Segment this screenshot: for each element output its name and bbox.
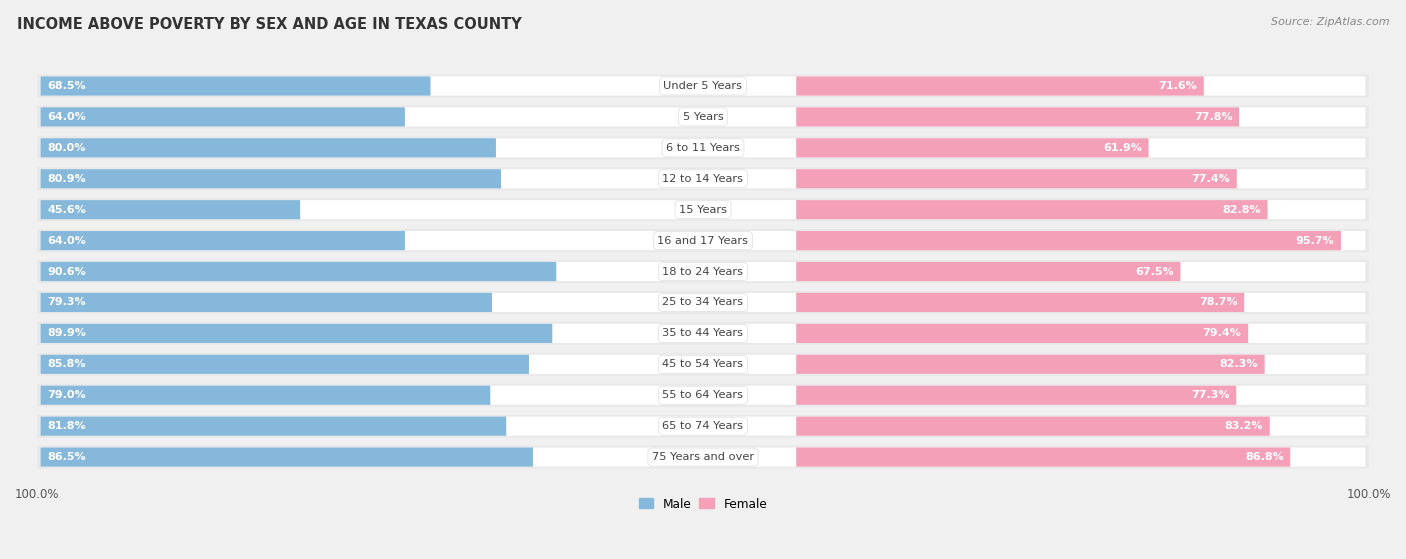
FancyBboxPatch shape (37, 415, 1369, 438)
FancyBboxPatch shape (37, 446, 1369, 468)
FancyBboxPatch shape (41, 169, 501, 188)
FancyBboxPatch shape (41, 386, 1365, 405)
FancyBboxPatch shape (41, 448, 533, 467)
Text: 90.6%: 90.6% (48, 267, 86, 277)
FancyBboxPatch shape (41, 77, 430, 96)
Text: 15 Years: 15 Years (679, 205, 727, 215)
FancyBboxPatch shape (796, 138, 1149, 158)
Text: 89.9%: 89.9% (48, 328, 86, 338)
FancyBboxPatch shape (41, 231, 405, 250)
FancyBboxPatch shape (41, 416, 506, 435)
FancyBboxPatch shape (796, 324, 1249, 343)
Text: 81.8%: 81.8% (48, 421, 86, 431)
FancyBboxPatch shape (796, 169, 1237, 188)
FancyBboxPatch shape (41, 355, 529, 374)
Text: 55 to 64 Years: 55 to 64 Years (662, 390, 744, 400)
Text: 61.9%: 61.9% (1104, 143, 1142, 153)
Text: 95.7%: 95.7% (1296, 235, 1334, 245)
Text: 79.0%: 79.0% (48, 390, 86, 400)
Text: 45 to 54 Years: 45 to 54 Years (662, 359, 744, 369)
Text: 65 to 74 Years: 65 to 74 Years (662, 421, 744, 431)
Text: 71.6%: 71.6% (1159, 81, 1197, 91)
Text: 80.0%: 80.0% (48, 143, 86, 153)
Text: 82.8%: 82.8% (1222, 205, 1261, 215)
Text: 86.8%: 86.8% (1244, 452, 1284, 462)
Text: 77.3%: 77.3% (1191, 390, 1230, 400)
Text: 64.0%: 64.0% (48, 235, 86, 245)
FancyBboxPatch shape (41, 386, 491, 405)
FancyBboxPatch shape (41, 231, 1365, 250)
Text: 68.5%: 68.5% (48, 81, 86, 91)
FancyBboxPatch shape (41, 262, 557, 281)
Text: 75 Years and over: 75 Years and over (652, 452, 754, 462)
Text: 80.9%: 80.9% (48, 174, 86, 184)
Text: 83.2%: 83.2% (1225, 421, 1263, 431)
FancyBboxPatch shape (37, 198, 1369, 221)
FancyBboxPatch shape (796, 107, 1239, 126)
FancyBboxPatch shape (41, 448, 1365, 467)
Text: 77.4%: 77.4% (1191, 174, 1230, 184)
FancyBboxPatch shape (41, 138, 1365, 158)
Text: 86.5%: 86.5% (48, 452, 86, 462)
Text: 67.5%: 67.5% (1135, 267, 1174, 277)
Text: 12 to 14 Years: 12 to 14 Years (662, 174, 744, 184)
FancyBboxPatch shape (37, 74, 1369, 97)
FancyBboxPatch shape (37, 353, 1369, 376)
Legend: Male, Female: Male, Female (634, 493, 772, 515)
FancyBboxPatch shape (41, 324, 553, 343)
FancyBboxPatch shape (37, 291, 1369, 314)
FancyBboxPatch shape (796, 77, 1204, 96)
FancyBboxPatch shape (796, 386, 1236, 405)
Text: 79.3%: 79.3% (48, 297, 86, 307)
FancyBboxPatch shape (41, 169, 1365, 188)
Text: 45.6%: 45.6% (48, 205, 86, 215)
Text: 16 and 17 Years: 16 and 17 Years (658, 235, 748, 245)
FancyBboxPatch shape (41, 200, 1365, 219)
FancyBboxPatch shape (41, 293, 492, 312)
FancyBboxPatch shape (37, 322, 1369, 345)
Text: 77.8%: 77.8% (1194, 112, 1233, 122)
FancyBboxPatch shape (796, 416, 1270, 435)
FancyBboxPatch shape (41, 107, 1365, 126)
FancyBboxPatch shape (41, 416, 1365, 435)
FancyBboxPatch shape (37, 229, 1369, 252)
Text: 82.3%: 82.3% (1219, 359, 1258, 369)
FancyBboxPatch shape (796, 262, 1181, 281)
FancyBboxPatch shape (41, 200, 299, 219)
Text: Under 5 Years: Under 5 Years (664, 81, 742, 91)
Text: INCOME ABOVE POVERTY BY SEX AND AGE IN TEXAS COUNTY: INCOME ABOVE POVERTY BY SEX AND AGE IN T… (17, 17, 522, 32)
FancyBboxPatch shape (37, 136, 1369, 159)
FancyBboxPatch shape (37, 260, 1369, 283)
Text: Source: ZipAtlas.com: Source: ZipAtlas.com (1271, 17, 1389, 27)
Text: 64.0%: 64.0% (48, 112, 86, 122)
FancyBboxPatch shape (796, 355, 1264, 374)
Text: 25 to 34 Years: 25 to 34 Years (662, 297, 744, 307)
FancyBboxPatch shape (41, 293, 1365, 312)
Text: 18 to 24 Years: 18 to 24 Years (662, 267, 744, 277)
Text: 79.4%: 79.4% (1202, 328, 1241, 338)
FancyBboxPatch shape (41, 138, 496, 158)
Text: 35 to 44 Years: 35 to 44 Years (662, 328, 744, 338)
FancyBboxPatch shape (796, 293, 1244, 312)
Text: 5 Years: 5 Years (683, 112, 723, 122)
Text: 6 to 11 Years: 6 to 11 Years (666, 143, 740, 153)
FancyBboxPatch shape (41, 262, 1365, 281)
Text: 85.8%: 85.8% (48, 359, 86, 369)
FancyBboxPatch shape (41, 107, 405, 126)
FancyBboxPatch shape (41, 77, 1365, 96)
FancyBboxPatch shape (796, 200, 1268, 219)
FancyBboxPatch shape (41, 355, 1365, 374)
Text: 78.7%: 78.7% (1199, 297, 1237, 307)
FancyBboxPatch shape (37, 167, 1369, 190)
FancyBboxPatch shape (796, 231, 1341, 250)
FancyBboxPatch shape (796, 448, 1291, 467)
FancyBboxPatch shape (37, 106, 1369, 129)
FancyBboxPatch shape (41, 324, 1365, 343)
FancyBboxPatch shape (37, 384, 1369, 406)
